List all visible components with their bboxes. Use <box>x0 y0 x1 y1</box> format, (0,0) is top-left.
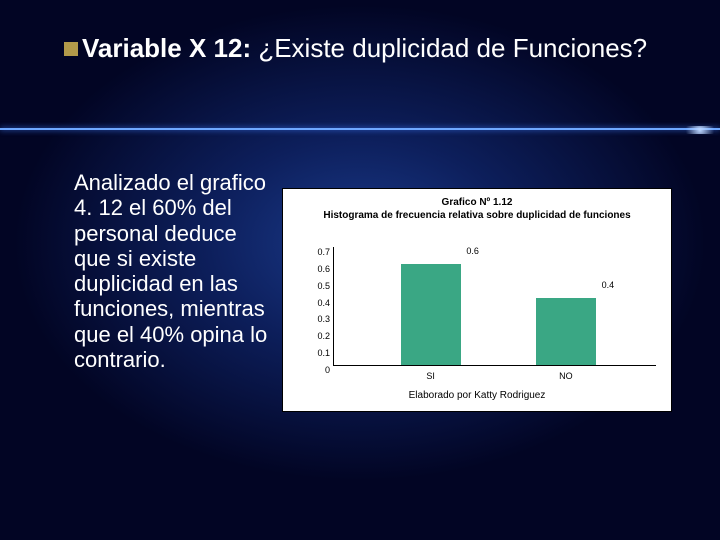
chart-plot-area: 00.10.20.30.40.50.60.70.6SI0.4NO <box>333 247 656 366</box>
chart-xtick: SI <box>426 371 435 381</box>
slide: Variable X 12: ¿Existe duplicidad de Fun… <box>0 0 720 540</box>
chart-ytick: 0.3 <box>300 314 330 324</box>
chart-container: Grafico Nº 1.12 Histograma de frecuencia… <box>282 188 672 412</box>
slide-heading: Variable X 12: ¿Existe duplicidad de Fun… <box>64 32 660 65</box>
chart-title-line1: Grafico Nº 1.12 <box>442 197 513 208</box>
chart-bar-value-label: 0.4 <box>602 280 615 290</box>
chart-ytick: 0.7 <box>300 247 330 257</box>
chart-ytick: 0.6 <box>300 264 330 274</box>
chart-ytick: 0 <box>300 365 330 375</box>
bullet-icon <box>64 42 78 56</box>
chart-ytick: 0.5 <box>300 281 330 291</box>
chart-title-line2: Histograma de frecuencia relativa sobre … <box>323 210 630 221</box>
chart-xtick: NO <box>559 371 573 381</box>
chart-title: Grafico Nº 1.12 Histograma de frecuencia… <box>283 189 671 226</box>
heading-question: ¿Existe duplicidad de Funciones? <box>251 33 647 63</box>
chart-credit: Elaborado por Katty Rodriguez <box>283 390 671 401</box>
chart-bar-value-label: 0.6 <box>466 246 479 256</box>
chart-ytick: 0.1 <box>300 348 330 358</box>
chart-ytick: 0.2 <box>300 331 330 341</box>
separator-line <box>0 128 720 130</box>
heading-variable-label: Variable X 12: <box>82 33 251 63</box>
body-paragraph: Analizado el grafico 4. 12 el 60% del pe… <box>74 170 269 372</box>
chart-bar <box>536 298 596 365</box>
chart-bar <box>401 264 461 365</box>
chart-ytick: 0.4 <box>300 298 330 308</box>
